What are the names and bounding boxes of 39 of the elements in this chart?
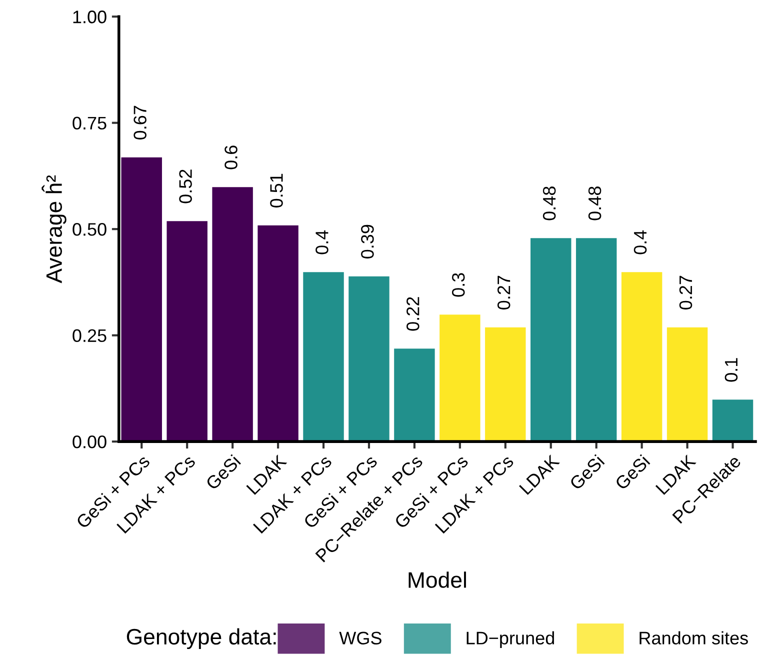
bar [211,186,254,442]
y-tick-label: 1.00 [73,10,106,24]
x-axis-title: Model [408,572,466,588]
data-label: 0.27 [497,276,510,310]
bar [438,314,482,442]
data-label: 0.52 [179,170,192,204]
data-label: 0.22 [406,297,420,331]
legend-label: LD−pruned [466,631,554,648]
y-tick-label: 0.25 [72,329,106,342]
bar [302,271,345,442]
bar [574,237,618,442]
bar [620,271,664,442]
data-label: 0.27 [679,276,692,310]
data-label: 0.1 [724,358,738,382]
bar [256,224,300,442]
data-label: 0.6 [224,146,238,170]
y-tick-label: 0.00 [72,435,106,448]
legend-label: Random sites [640,631,748,644]
data-label: 0.51 [270,174,283,208]
bar [120,156,164,442]
y-tick-label: 0.75 [72,116,106,130]
bar [166,220,209,442]
data-label: 0.48 [588,186,602,220]
bar [484,326,527,442]
data-label: 0.3 [452,273,465,297]
bar [348,275,390,442]
data-label: 0.4 [634,230,647,254]
legend-title: Genotype data: [126,628,276,650]
bar [529,237,572,442]
data-label: 0.4 [316,230,328,254]
bar [392,348,436,442]
bar [711,398,754,442]
data-label: 0.39 [361,224,374,258]
y-axis-title: Average ĥ² [42,175,66,284]
data-label: 0.48 [542,186,556,220]
legend-label: WGS [339,632,382,644]
y-tick-label: 0.50 [72,223,106,236]
data-label: 0.67 [134,106,146,140]
bar [666,326,709,442]
